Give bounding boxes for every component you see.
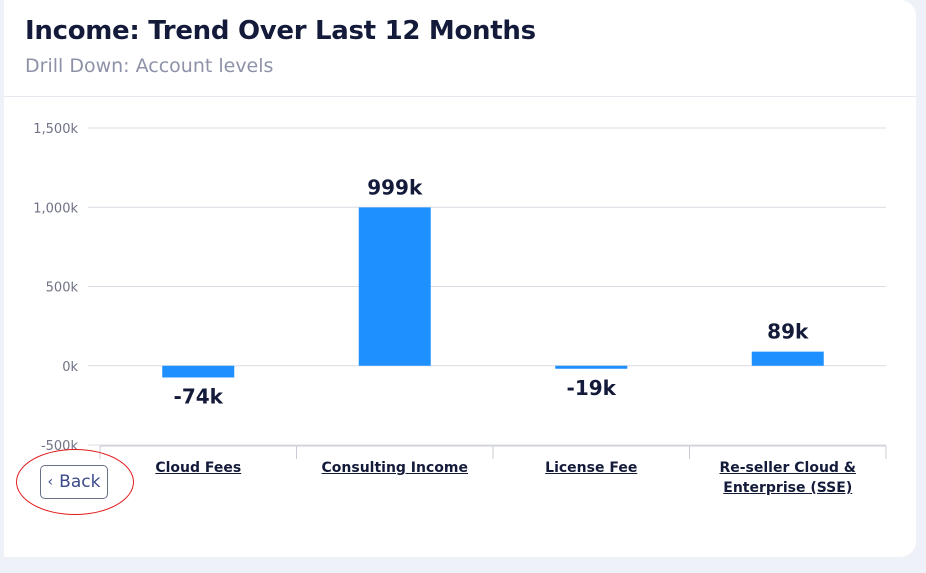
chart-card: Income: Trend Over Last 12 Months Drill …: [4, 0, 916, 557]
y-tick-label: 0k: [62, 360, 78, 375]
data-label: -19k: [567, 376, 617, 400]
x-category-label[interactable]: Cloud Fees: [155, 460, 242, 476]
bar: [162, 365, 235, 378]
annotation-circle: [16, 449, 134, 515]
x-category-label[interactable]: License Fee: [545, 460, 638, 476]
bar: [555, 365, 628, 369]
y-tick-label: 500k: [46, 281, 79, 296]
bar: [358, 207, 431, 366]
x-category-label[interactable]: Consulting Income: [321, 460, 469, 476]
chart-subtitle: Drill Down: Account levels: [25, 55, 274, 77]
bar: [751, 351, 824, 366]
y-tick-label: 1,000k: [33, 201, 78, 216]
x-category-label[interactable]: Re-seller Cloud & Enterprise (SSE): [719, 460, 857, 496]
header-divider: [4, 96, 916, 97]
y-tick-label: 1,500k: [33, 122, 78, 137]
data-label: 999k: [367, 175, 423, 199]
chart-title: Income: Trend Over Last 12 Months: [25, 16, 536, 46]
data-label: -74k: [174, 384, 224, 408]
data-label: 89k: [767, 320, 809, 344]
